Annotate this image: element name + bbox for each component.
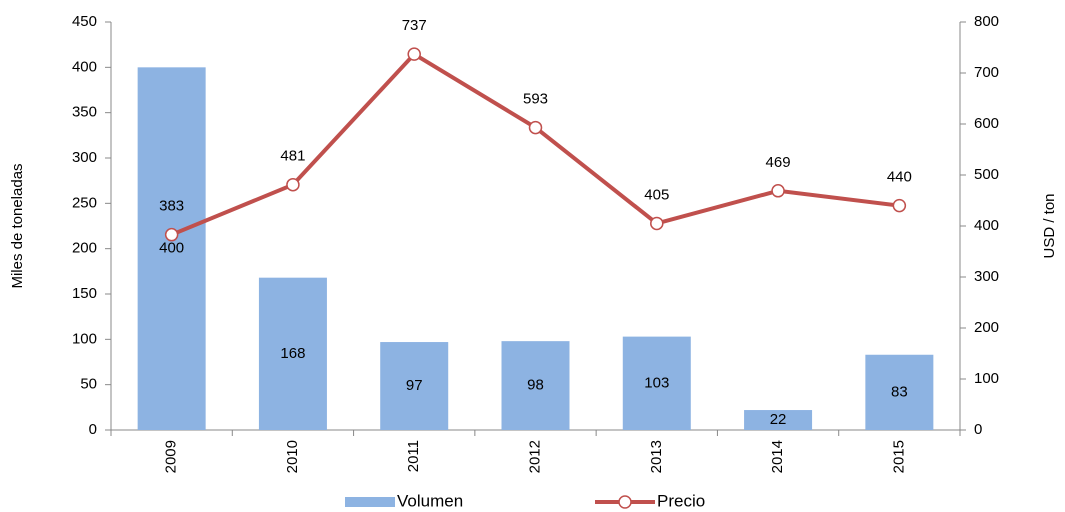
x-tick-label: 2009	[163, 440, 180, 473]
x-tick-label: 2013	[648, 440, 665, 473]
marker	[286, 177, 300, 192]
bar	[501, 341, 570, 430]
x-tick-label: 2015	[890, 440, 907, 473]
legend-swatch	[345, 497, 395, 507]
bar-value-label: 400	[159, 240, 184, 257]
x-tick-label: 2011	[405, 440, 422, 472]
bar-value-label: 83	[891, 383, 908, 400]
line-value-label: 440	[887, 169, 912, 186]
y2-tick-label: 800	[974, 13, 999, 30]
marker	[164, 227, 179, 242]
y-tick-label: 250	[72, 194, 97, 211]
x-tick-label: 2012	[526, 440, 543, 473]
y2-tick-label: 0	[974, 421, 982, 438]
line-value-label: 481	[280, 148, 305, 165]
marker	[528, 120, 543, 135]
x-tick-label: 2014	[769, 440, 786, 473]
y2-tick-label: 100	[974, 370, 999, 387]
y-tick-label: 200	[72, 240, 97, 257]
y-tick-label: 400	[72, 58, 97, 75]
y-tick-label: 100	[72, 330, 97, 347]
y2-tick-label: 400	[974, 217, 999, 234]
y2-tick-label: 700	[974, 64, 999, 81]
bar-value-label: 98	[527, 377, 544, 394]
legend-label: Precio	[657, 491, 705, 510]
bar	[744, 410, 813, 430]
line	[170, 51, 900, 237]
bar	[380, 342, 449, 430]
y2-tick-label: 600	[974, 115, 999, 132]
legend-marker	[618, 495, 632, 509]
bar-value-label: 103	[644, 374, 669, 391]
bar-value-label: 168	[280, 345, 305, 362]
y-tick-label: 450	[72, 13, 97, 30]
bar-value-label: 97	[406, 377, 423, 394]
y2-axis-title: USD / ton	[1041, 193, 1058, 258]
marker	[892, 198, 907, 213]
line-value-label: 383	[159, 198, 184, 215]
x-tick-label: 2010	[284, 440, 301, 473]
line-value-label: 593	[523, 91, 548, 108]
line-value-label: 405	[644, 186, 669, 203]
y-tick-label: 300	[72, 149, 97, 166]
bar	[622, 336, 691, 430]
y-tick-label: 0	[89, 421, 97, 438]
legend-label: Volumen	[397, 491, 463, 510]
line-value-label: 737	[402, 17, 427, 34]
marker	[407, 47, 421, 61]
bar	[258, 277, 327, 430]
marker	[771, 184, 785, 198]
bar	[865, 354, 934, 430]
y2-tick-label: 300	[974, 268, 999, 285]
line-value-label: 469	[766, 154, 791, 171]
bar-value-label: 22	[770, 411, 787, 428]
bar	[137, 67, 206, 430]
y-tick-label: 350	[72, 104, 97, 121]
y-tick-label: 150	[72, 285, 97, 302]
marker	[650, 216, 664, 231]
y2-tick-label: 500	[974, 166, 999, 183]
y2-tick-label: 200	[974, 319, 999, 336]
y-axis-title: Miles de toneladas	[9, 163, 26, 288]
y-tick-label: 50	[80, 376, 97, 393]
